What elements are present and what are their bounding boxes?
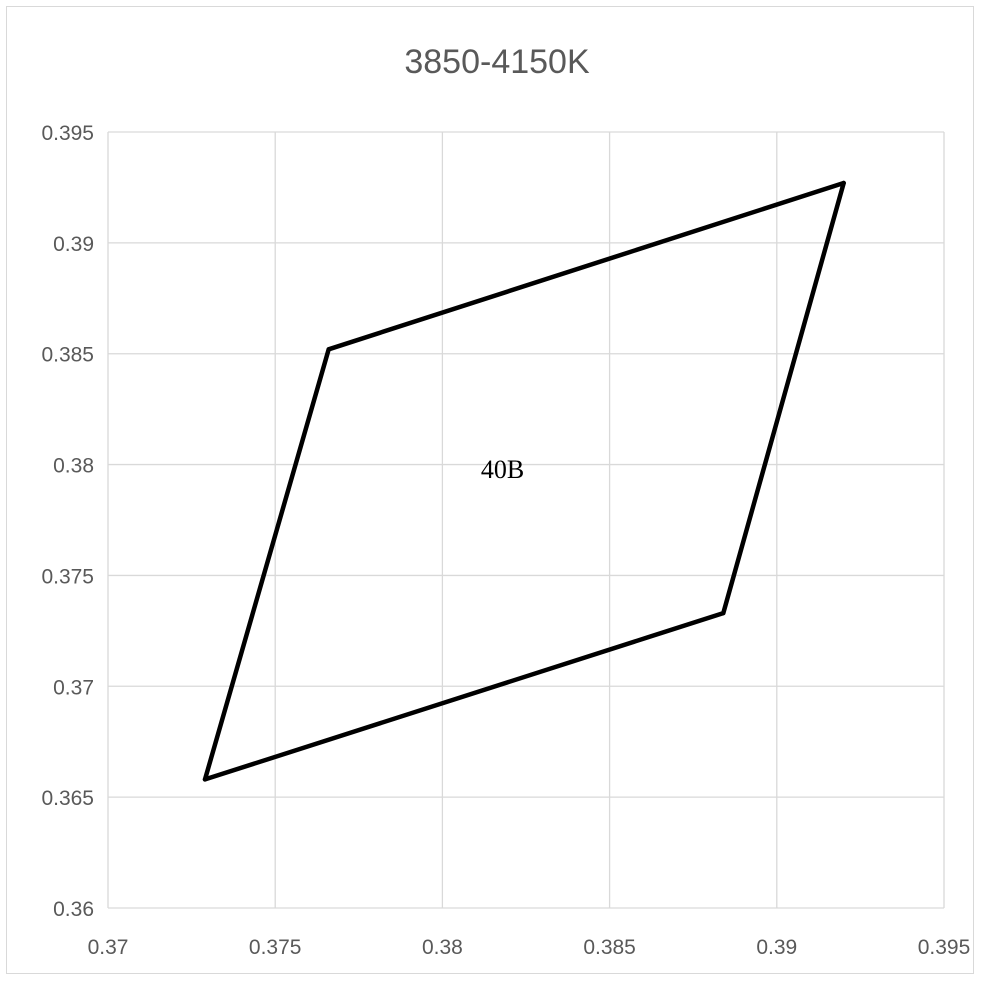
x-tick-label: 0.375 [249,936,302,959]
y-tick-label: 0.365 [41,787,94,810]
grid [107,131,945,909]
x-tick-label: 0.39 [756,936,797,959]
region-outline [202,180,846,782]
x-tick-label: 0.38 [422,936,463,959]
y-tick-label: 0.38 [53,455,94,478]
y-tick-label: 0.39 [53,233,94,256]
x-tick-label: 0.385 [583,936,636,959]
region-vertex [721,610,726,616]
y-tick-label: 0.385 [41,344,94,367]
x-tick-label: 0.395 [918,936,971,959]
chart-frame [6,6,974,974]
x-axis-ticks: 0.37 0.375 0.38 0.385 0.39 0.395 [88,936,971,959]
annotations: 40B [481,455,524,484]
y-tick-label: 0.36 [53,898,94,921]
region-vertex [326,347,331,352]
region-label: 40B [481,455,524,484]
x-tick-label: 0.37 [88,936,129,959]
y-tick-label: 0.375 [41,565,94,588]
region-vertex [202,777,208,782]
region-vertex [841,180,846,186]
y-tick-label: 0.37 [53,676,94,699]
chart-title: 3850-4150K [404,43,590,81]
series [202,180,846,782]
y-tick-label: 0.395 [41,122,94,145]
y-axis-ticks: 0.36 0.365 0.37 0.375 0.38 0.385 0.39 0.395 [41,122,94,921]
